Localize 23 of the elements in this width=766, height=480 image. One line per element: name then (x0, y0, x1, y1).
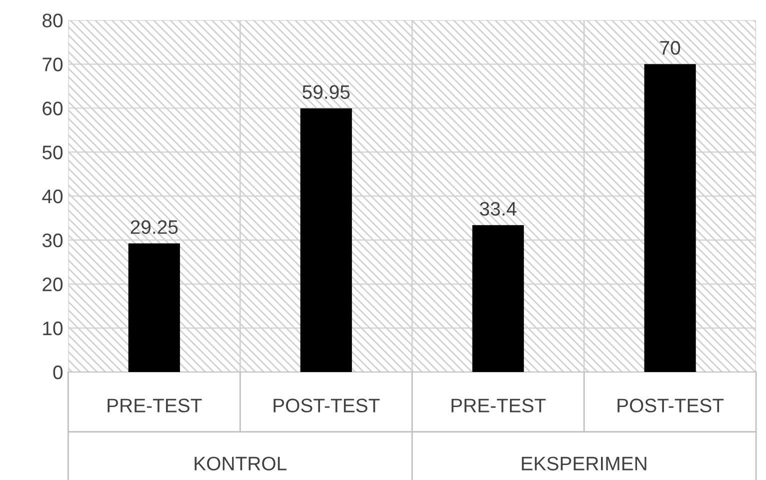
y-tick-label: 80 (42, 14, 63, 28)
bar (472, 225, 524, 372)
bar (644, 64, 696, 372)
y-tick-label: 50 (42, 146, 63, 160)
data-label: 59.95 (302, 85, 350, 99)
bar (300, 108, 352, 372)
x-tick-label: PRE-TEST (108, 398, 202, 412)
y-tick-label: 30 (42, 234, 63, 248)
y-tick-label: 60 (42, 102, 63, 116)
y-tick-label: 40 (42, 190, 63, 204)
x-tick-label: POST-TEST (618, 398, 724, 412)
data-label: 70 (660, 40, 680, 55)
bar (128, 243, 180, 372)
data-label: 29.25 (130, 220, 178, 234)
text: KONTROL (194, 456, 286, 470)
data-label: 33.4 (480, 202, 516, 216)
x-tick-label: POST-TEST (274, 398, 380, 412)
y-tick-label: 70 (42, 58, 63, 72)
y-tick-label: 10 (43, 321, 63, 336)
y-tick-label: 20 (42, 278, 63, 292)
x-tick-label: PRE-TEST (452, 398, 546, 412)
y-tick-label: 0 (53, 365, 63, 380)
text: EKSPERIMEN (522, 456, 646, 470)
